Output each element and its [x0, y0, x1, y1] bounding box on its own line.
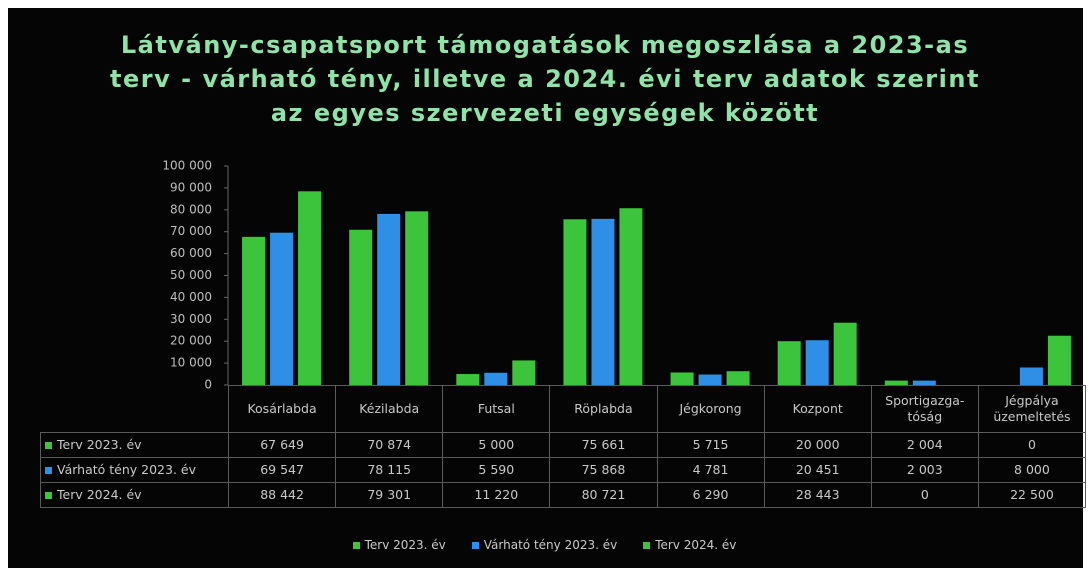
- data-label: 28 443: [763, 482, 872, 508]
- legend: Terv 2023. év Várható tény 2023. év Terv 2…: [0, 538, 1089, 552]
- bar: [833, 322, 857, 385]
- bar: [484, 372, 508, 385]
- y-tick-label: 50 000: [170, 268, 212, 282]
- y-tick-label: 20 000: [170, 334, 212, 348]
- data-label: 5 590: [442, 457, 551, 483]
- chart-background: [8, 8, 1083, 568]
- bar: [563, 219, 587, 385]
- bar: [242, 236, 266, 385]
- chart-title: Látvány-csapatsport támogatások megoszlá…: [110, 31, 980, 127]
- bar: [619, 208, 643, 385]
- bar: [912, 380, 936, 385]
- y-tick-label: 40 000: [170, 290, 212, 304]
- data-label: 69 547: [228, 457, 337, 483]
- y-tick-label: 0: [204, 378, 212, 392]
- data-label: 79 301: [335, 482, 444, 508]
- x-tick-label: Sportigazga-tóság: [870, 385, 979, 433]
- data-label: 80 721: [549, 482, 658, 508]
- x-tick-label: Kozpont: [763, 385, 872, 433]
- data-label: 5 000: [442, 432, 551, 458]
- legend-label: Terv 2023. év: [364, 538, 446, 552]
- y-tick-label: 60 000: [170, 246, 212, 260]
- data-label: 6 290: [656, 482, 765, 508]
- y-tick-label: 30 000: [170, 312, 212, 326]
- bar: [349, 229, 373, 385]
- legend-item: Várható tény 2023. év: [471, 538, 618, 552]
- legend-item: Terv 2023. év: [352, 538, 446, 552]
- table-row-label: Terv 2024. év: [40, 482, 229, 508]
- bar: [726, 371, 750, 385]
- bar: [1019, 367, 1043, 385]
- data-label: 75 868: [549, 457, 658, 483]
- data-label: 88 442: [228, 482, 337, 508]
- data-label: 8 000: [977, 457, 1086, 483]
- bar: [670, 372, 694, 385]
- bar: [377, 213, 401, 385]
- legend-label: Várható tény 2023. év: [483, 538, 618, 552]
- x-tick-label: Röplabda: [549, 385, 658, 433]
- data-label: 2 003: [870, 457, 979, 483]
- series-name: Terv 2024. év: [57, 487, 142, 502]
- data-label: 75 661: [549, 432, 658, 458]
- data-label: 67 649: [228, 432, 337, 458]
- bar: [591, 218, 615, 385]
- bar: [777, 341, 801, 385]
- y-tick-label: 90 000: [170, 180, 212, 194]
- bar: [298, 191, 322, 385]
- x-tick-label: Jégpálya üzemeltetés: [977, 385, 1086, 433]
- y-tick-label: 100 000: [162, 159, 212, 173]
- data-label: 0: [977, 432, 1086, 458]
- bar: [1047, 335, 1071, 385]
- data-label: 70 874: [335, 432, 444, 458]
- legend-swatch: [45, 466, 52, 474]
- data-label: 22 500: [977, 482, 1086, 508]
- bar: [884, 380, 908, 385]
- x-tick-label: Kézilabda: [335, 385, 444, 433]
- data-label: 2 004: [870, 432, 979, 458]
- legend-swatch: [471, 541, 479, 549]
- bar: [805, 340, 829, 385]
- data-label: 11 220: [442, 482, 551, 508]
- bar: [698, 374, 722, 385]
- series-name: Várható tény 2023. év: [57, 462, 196, 477]
- x-tick-label: Kosárlabda: [228, 385, 337, 433]
- bar: [456, 374, 480, 385]
- y-tick-label: 10 000: [170, 356, 212, 370]
- data-label: 0: [870, 482, 979, 508]
- series-name: Terv 2023. év: [57, 437, 142, 452]
- data-label: 4 781: [656, 457, 765, 483]
- data-label: 20 000: [763, 432, 872, 458]
- bar: [512, 360, 536, 385]
- legend-swatch: [643, 541, 651, 549]
- data-label: 78 115: [335, 457, 444, 483]
- bar: [405, 211, 429, 385]
- x-tick-label: Futsal: [442, 385, 551, 433]
- y-tick-label: 80 000: [170, 202, 212, 216]
- legend-swatch: [45, 491, 52, 499]
- table-row-label: Várható tény 2023. év: [40, 457, 229, 483]
- data-label: 5 715: [656, 432, 765, 458]
- legend-label: Terv 2024. év: [655, 538, 737, 552]
- table-row-label: Terv 2023. év: [40, 432, 229, 458]
- bar: [270, 232, 294, 385]
- x-tick-label: Jégkorong: [656, 385, 765, 433]
- y-tick-label: 70 000: [170, 224, 212, 238]
- legend-swatch: [45, 441, 52, 449]
- legend-item: Terv 2024. év: [643, 538, 736, 552]
- legend-swatch: [352, 541, 360, 549]
- data-label: 20 451: [763, 457, 872, 483]
